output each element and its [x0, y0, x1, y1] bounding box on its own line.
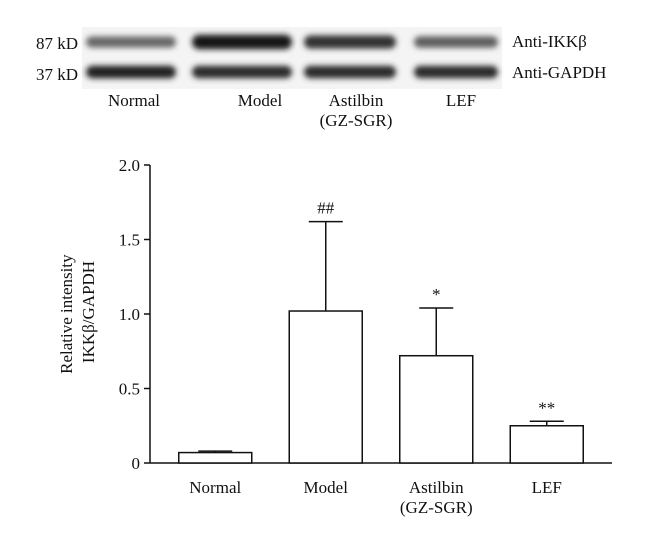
lane-label-model: Model [238, 91, 283, 110]
western-blot-panel: 87 kD 37 kD Anti-IKKβ Anti-GAPDH Normal … [36, 27, 606, 130]
lane-label-normal: Normal [108, 91, 160, 110]
bar [399, 354, 474, 464]
y-tick-label: 2.0 [119, 156, 140, 175]
y-tick-label: 1.5 [119, 231, 140, 250]
blot-band [192, 65, 292, 79]
y-tick-label: 0.5 [119, 380, 140, 399]
blot-band [86, 36, 176, 48]
significance-label: * [432, 285, 441, 304]
y-tick-label: 1.0 [119, 305, 140, 324]
significance-label: ## [317, 199, 335, 218]
blot-band [304, 65, 396, 79]
blot-band [192, 34, 292, 50]
lane-label-lef: LEF [446, 91, 476, 110]
significance-label: ** [538, 398, 555, 417]
antibody-label-ikkb: Anti-IKKβ [512, 32, 587, 51]
bar [288, 310, 363, 464]
bar [509, 425, 584, 464]
x-category-label: Model [304, 478, 349, 497]
bar [178, 451, 253, 464]
x-category-label: LEF [532, 478, 562, 497]
blot-band [414, 65, 498, 79]
marker-label-37kd: 37 kD [36, 65, 78, 84]
blot-band [86, 65, 176, 79]
marker-label-87kd: 87 kD [36, 34, 78, 53]
lane-label-astilbin: Astilbin [329, 91, 384, 110]
blot-band [414, 36, 498, 48]
bar-chart: ##*** 00.51.01.52.0 Normal Model Astilbin(… [57, 156, 612, 517]
y-tick-label: 0 [132, 454, 141, 473]
x-category-label: Normal [189, 478, 241, 497]
x-category-label: (GZ-SGR) [400, 498, 473, 517]
y-axis-label-line1: Relative intensity [57, 254, 76, 374]
y-axis-label-line2: IKKβ/GAPDH [79, 261, 98, 363]
lane-label-astilbin-sub: (GZ-SGR) [320, 111, 393, 130]
y-axis-label: Relative intensity IKKβ/GAPDH [57, 250, 98, 374]
x-category-label: Astilbin [409, 478, 464, 497]
blot-band [304, 35, 396, 49]
antibody-label-gapdh: Anti-GAPDH [512, 63, 606, 82]
